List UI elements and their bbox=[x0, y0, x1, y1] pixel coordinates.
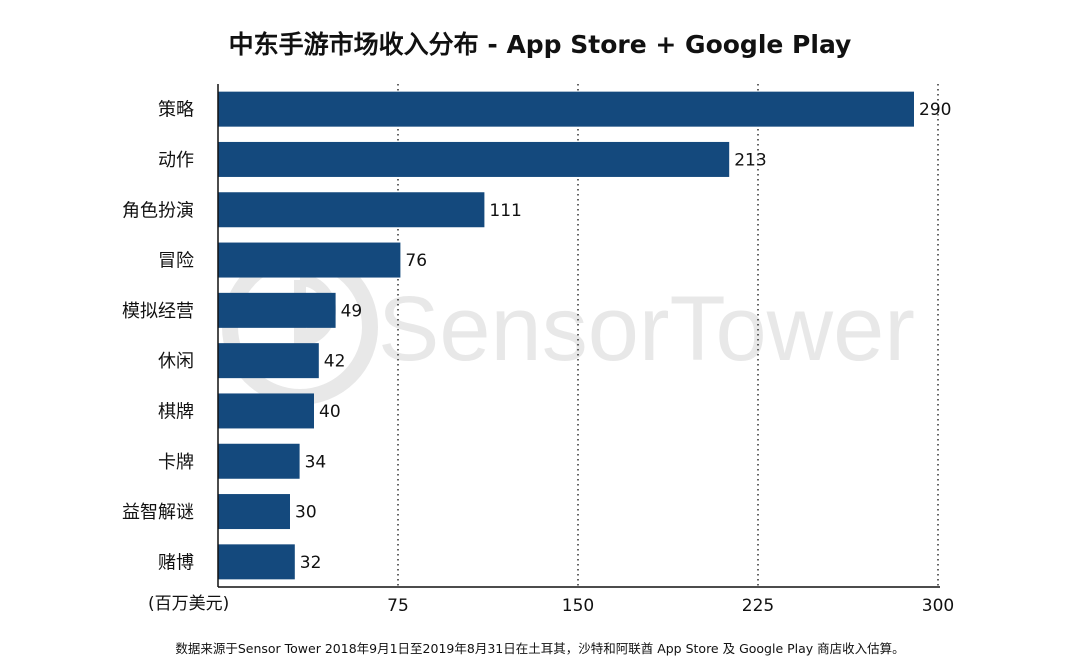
value-label: 111 bbox=[489, 201, 521, 221]
category-label: 棋牌 bbox=[158, 401, 194, 422]
value-label: 42 bbox=[324, 352, 346, 372]
watermark-text: SensorTower bbox=[378, 278, 915, 380]
x-tick-label: 225 bbox=[742, 596, 774, 616]
bar-8 bbox=[218, 494, 290, 530]
value-label: 32 bbox=[300, 553, 322, 573]
category-label: 模拟经营 bbox=[122, 301, 194, 322]
category-label: 角色扮演 bbox=[122, 200, 194, 221]
category-label: 赌博 bbox=[158, 552, 194, 573]
bar-3 bbox=[218, 242, 401, 278]
value-label: 34 bbox=[305, 452, 327, 472]
bar-0 bbox=[218, 91, 914, 127]
bar-5 bbox=[218, 343, 319, 379]
category-label: 休闲 bbox=[158, 351, 194, 372]
chart-footnote: 数据来源于Sensor Tower 2018年9月1日至2019年8月31日在土… bbox=[175, 641, 904, 656]
x-axis-unit-label: (百万美元) bbox=[148, 594, 229, 614]
category-label: 策略 bbox=[158, 100, 194, 121]
bar-2 bbox=[218, 192, 485, 228]
value-label: 40 bbox=[319, 402, 341, 422]
x-tick-label: 75 bbox=[387, 596, 409, 616]
value-label: 290 bbox=[919, 100, 951, 120]
value-label: 213 bbox=[734, 150, 766, 170]
chart-title: 中东手游市场收入分布 - App Store + Google Play bbox=[229, 30, 852, 59]
category-label: 益智解谜 bbox=[122, 502, 194, 523]
x-tick-label: 300 bbox=[922, 596, 954, 616]
bar-6 bbox=[218, 393, 314, 429]
bar-1 bbox=[218, 141, 730, 177]
value-label: 30 bbox=[295, 503, 317, 523]
category-label: 动作 bbox=[158, 150, 194, 171]
bar-7 bbox=[218, 443, 300, 479]
value-label: 76 bbox=[405, 251, 427, 271]
value-label: 49 bbox=[341, 301, 363, 321]
bar-9 bbox=[218, 544, 295, 580]
category-label: 卡牌 bbox=[158, 452, 194, 473]
x-tick-label: 150 bbox=[562, 596, 594, 616]
category-label: 冒险 bbox=[158, 251, 194, 272]
bar-4 bbox=[218, 292, 336, 328]
